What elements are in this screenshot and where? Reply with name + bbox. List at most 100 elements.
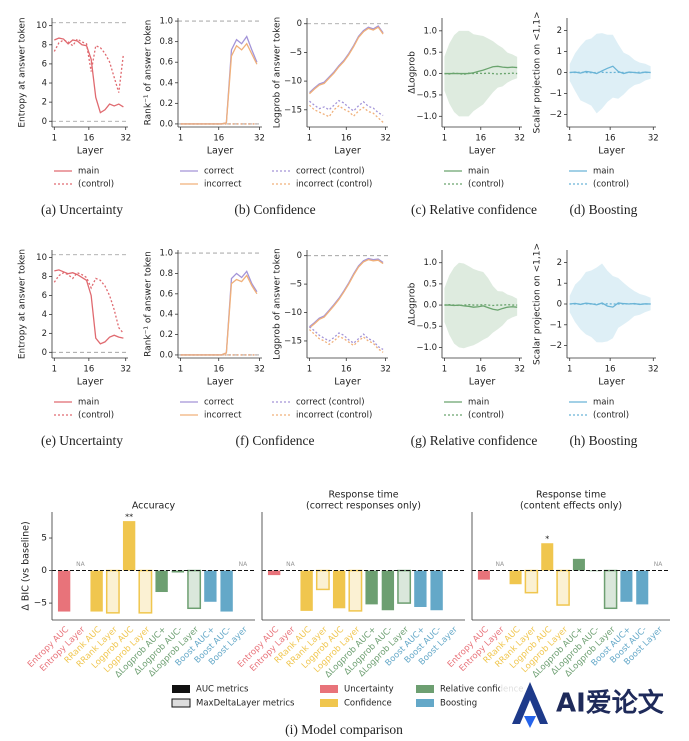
y-tick-label: −1 — [549, 89, 562, 99]
x-tick-label: 32 — [120, 134, 131, 144]
x-tick-label: 16 — [83, 365, 94, 375]
significance: ** — [125, 513, 133, 522]
line — [54, 269, 124, 345]
legend-label: incorrect — [204, 180, 242, 190]
y-tick-label: 0.0 — [159, 350, 173, 360]
y-tick-label: 6 — [42, 291, 47, 301]
y-tick-label: −2 — [549, 110, 562, 120]
bar — [477, 570, 490, 580]
line — [444, 72, 518, 76]
bar — [332, 570, 346, 609]
x-tick-label: 16 — [213, 134, 224, 144]
y-tick-label: 0.2 — [159, 330, 173, 340]
y-axis-label: Rank⁻¹ of answer token — [144, 20, 154, 126]
bar — [155, 570, 168, 593]
y-tick-label: −5 — [34, 599, 47, 609]
legend-swatch — [320, 699, 338, 707]
y-tick-label: 0.8 — [159, 269, 173, 279]
y-tick-label: 8 — [42, 272, 47, 282]
bar — [122, 521, 136, 571]
y-tick-label: −0.5 — [416, 322, 437, 332]
line — [309, 257, 384, 328]
x-tick-label: 16 — [475, 365, 486, 375]
line — [54, 37, 124, 114]
x-tick-label: 1 — [567, 365, 572, 375]
legend-label: incorrect (control) — [296, 180, 372, 190]
legend-label: main — [593, 167, 614, 177]
y-tick-label: 0.4 — [159, 78, 173, 88]
line — [444, 303, 518, 307]
bar — [57, 570, 71, 612]
y-tick-label: 1.0 — [423, 258, 437, 268]
y-tick-label: 0.5 — [423, 279, 437, 289]
y-tick-label: 1.0 — [423, 26, 437, 36]
bar — [171, 570, 185, 573]
y-tick-label: 1 — [557, 47, 562, 57]
caption: (f) Confidence — [235, 433, 314, 448]
bar — [348, 569, 363, 612]
legend-label: AUC metrics — [196, 685, 249, 695]
line — [53, 271, 124, 334]
line — [309, 258, 384, 329]
bar — [365, 570, 378, 605]
bar — [300, 570, 313, 611]
y-axis-label: Δ BIC (vs baseline) — [21, 521, 32, 610]
x-tick-label: 32 — [380, 134, 391, 144]
x-tick-label: 32 — [120, 365, 131, 375]
x-tick-label: 32 — [254, 365, 265, 375]
y-axis-label: ΔLogprob — [408, 51, 418, 94]
bar — [204, 570, 217, 602]
x-axis-label: Layer — [207, 146, 234, 157]
bar — [430, 570, 443, 611]
legend-label: incorrect — [204, 411, 242, 421]
x-tick-label: 16 — [341, 134, 352, 144]
legend-label: Boosting — [440, 699, 477, 709]
legend-swatch — [172, 685, 190, 693]
legend-label: (control) — [593, 180, 629, 190]
y-tick-label: −0.5 — [416, 90, 437, 100]
y-tick-label: 0.6 — [159, 289, 173, 299]
y-tick-label: 0.5 — [423, 48, 437, 58]
line — [180, 42, 258, 125]
y-axis-label: Scalar projection on <1,1> — [533, 11, 543, 133]
legend-label: Relative confidence — [440, 685, 524, 695]
y-tick-label: −5 — [289, 48, 302, 58]
y-tick-label: 0 — [297, 19, 302, 29]
y-axis-label: Rank⁻¹ of answer token — [144, 251, 154, 357]
bar — [509, 570, 522, 585]
y-tick-label: 10 — [36, 253, 47, 263]
line — [309, 326, 384, 351]
legend-label: main — [78, 167, 99, 177]
x-tick-label: 1 — [178, 365, 183, 375]
x-axis-label: Layer — [77, 377, 104, 388]
y-tick-label: 6 — [42, 59, 47, 69]
y-axis-label: Entropy at answer token — [18, 17, 28, 127]
significance: * — [545, 535, 549, 544]
y-tick-label: 2 — [557, 258, 562, 268]
y-axis-label: Entropy at answer token — [18, 249, 28, 359]
caption: (e) Uncertainty — [41, 433, 123, 448]
y-tick-label: 1.0 — [159, 17, 173, 27]
x-tick-label: 16 — [475, 134, 486, 144]
x-tick-label: 1 — [567, 134, 572, 144]
caption: (g) Relative confidence — [411, 433, 538, 448]
y-axis-label: Logprob of answer token — [273, 17, 283, 128]
value-label: NA — [495, 561, 504, 568]
value-label: NA — [239, 561, 248, 568]
bar — [220, 570, 233, 612]
watermark-logo — [512, 682, 548, 724]
line — [180, 35, 258, 125]
bar — [187, 569, 202, 610]
x-tick-label: 1 — [442, 365, 447, 375]
y-tick-label: −10 — [284, 308, 302, 318]
y-tick-label: 0.4 — [159, 310, 173, 320]
y-tick-label: 0 — [557, 300, 562, 310]
bar — [603, 569, 618, 610]
legend-label: correct — [204, 398, 234, 408]
line — [180, 274, 258, 356]
y-tick-label: 4 — [42, 79, 47, 89]
x-axis-label: Layer — [334, 146, 361, 157]
watermark-logo — [524, 716, 536, 728]
x-axis-label: Layer — [469, 377, 496, 388]
x-axis-label: Layer — [598, 146, 625, 157]
